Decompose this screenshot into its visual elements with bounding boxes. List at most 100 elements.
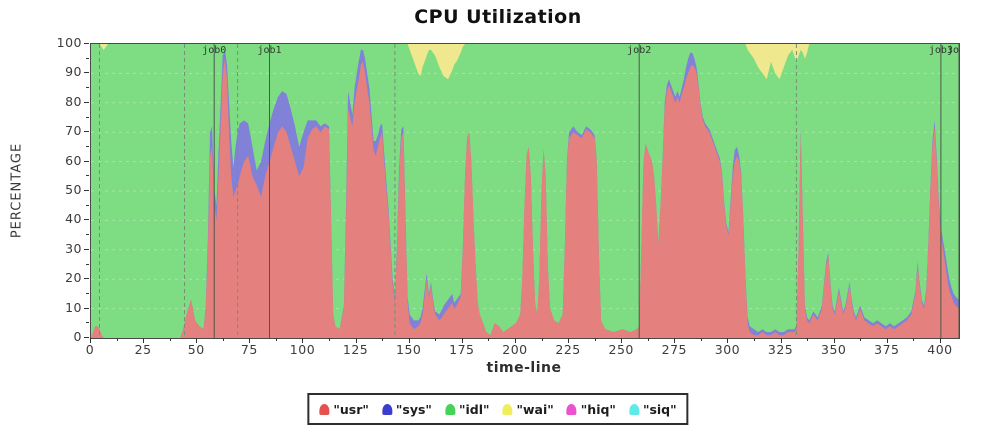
tick-mark xyxy=(143,338,145,343)
job-marker-label: job3 xyxy=(928,45,953,56)
legend-label-usr: "usr" xyxy=(333,401,369,417)
tick-mark xyxy=(84,219,89,221)
siq-series-marker-icon xyxy=(628,404,639,415)
tick-mark xyxy=(700,338,702,341)
tick-mark xyxy=(382,338,384,341)
tick-mark xyxy=(754,338,755,341)
tick-mark xyxy=(249,338,251,343)
legend-label-siq: "siq" xyxy=(642,401,677,417)
wai-area xyxy=(91,44,959,80)
tick-mark xyxy=(84,43,89,44)
tick-mark xyxy=(913,338,915,341)
tick-mark xyxy=(780,338,782,343)
legend-item-idl: "idl" xyxy=(444,401,490,417)
tick-mark xyxy=(275,338,277,341)
y-tick-label: 90 xyxy=(65,64,82,80)
legend-item-sys: "sys" xyxy=(381,401,432,417)
tick-mark xyxy=(86,87,89,89)
x-tick-label: 75 xyxy=(240,342,258,357)
tick-mark xyxy=(435,338,437,341)
tick-mark xyxy=(727,338,729,343)
tick-mark xyxy=(86,57,89,59)
tick-mark xyxy=(541,338,543,341)
tick-mark xyxy=(568,338,570,343)
tick-mark xyxy=(833,338,835,343)
idl-series-marker-icon xyxy=(444,404,455,415)
tick-mark xyxy=(116,338,118,341)
tick-mark xyxy=(84,190,89,191)
tick-mark xyxy=(84,101,89,103)
tick-mark xyxy=(86,145,89,147)
x-tick-label: 275 xyxy=(661,342,687,357)
x-tick-label: 225 xyxy=(555,342,581,357)
chart-title: CPU Utilization xyxy=(414,6,582,28)
legend-item-usr: "usr" xyxy=(319,402,369,417)
tick-mark xyxy=(86,263,89,265)
tick-mark xyxy=(860,338,862,341)
x-tick-label: 325 xyxy=(767,342,794,357)
tick-mark xyxy=(647,338,649,341)
tick-mark xyxy=(488,338,490,341)
tick-mark xyxy=(594,338,596,341)
y-tick-label: 100 xyxy=(56,35,82,50)
tick-mark xyxy=(86,116,89,118)
tick-mark xyxy=(886,338,888,343)
tick-mark xyxy=(90,338,91,343)
y-tick-label: 70 xyxy=(65,123,82,139)
tick-mark xyxy=(84,307,89,309)
tick-mark xyxy=(939,338,941,343)
tick-mark xyxy=(329,338,331,341)
legend-label-wai: "wai" xyxy=(516,401,554,417)
tick-mark xyxy=(84,72,89,74)
usr-series-marker-icon xyxy=(319,404,330,415)
tick-mark xyxy=(196,338,198,343)
tick-mark xyxy=(84,248,89,250)
tick-mark xyxy=(674,338,676,343)
tick-mark xyxy=(86,234,89,236)
legend-label-idl: "idl" xyxy=(458,401,490,417)
tick-mark xyxy=(222,338,224,341)
tick-mark xyxy=(621,338,623,343)
x-tick-label: 250 xyxy=(608,342,634,357)
tick-mark xyxy=(86,175,89,177)
x-tick-label: 400 xyxy=(927,342,953,357)
y-tick-label: 80 xyxy=(65,93,82,109)
tick-mark xyxy=(355,338,357,343)
x-tick-label: 375 xyxy=(874,342,900,357)
tick-mark xyxy=(86,322,89,324)
tick-mark xyxy=(86,204,89,206)
y-tick-label: 60 xyxy=(65,152,82,168)
x-tick-label: 350 xyxy=(821,342,847,357)
x-axis-title: time-line xyxy=(486,360,562,376)
y-tick-label: 50 xyxy=(65,182,82,197)
x-tick-label: 300 xyxy=(714,342,741,357)
y-tick-label: 30 xyxy=(65,240,82,256)
usr-area xyxy=(91,58,959,338)
x-tick-label: 175 xyxy=(449,342,475,357)
tick-mark xyxy=(807,338,809,341)
x-tick-label: 0 xyxy=(85,342,95,357)
y-tick-label: 40 xyxy=(65,211,82,227)
y-tick-label: 0 xyxy=(73,329,82,344)
legend-item-wai: "wai" xyxy=(502,401,554,417)
tick-mark xyxy=(84,131,89,133)
job-marker-label: job2 xyxy=(627,45,652,56)
legend-item-hiq: "hiq" xyxy=(566,402,616,417)
x-tick-label: 125 xyxy=(342,342,369,357)
tick-mark xyxy=(514,338,516,343)
y-tick-label: 20 xyxy=(65,270,82,286)
job-marker-label: job0 xyxy=(202,45,227,56)
plot-area: job0 job1 job2 job3job4 xyxy=(90,43,960,339)
hiq-series-marker-icon xyxy=(566,404,577,415)
x-tick-label: 100 xyxy=(289,342,316,357)
tick-mark xyxy=(84,337,89,338)
y-tick-label: 10 xyxy=(65,299,82,315)
tick-mark xyxy=(302,338,304,343)
legend-label-sys: "sys" xyxy=(395,401,432,417)
x-tick-label: 150 xyxy=(396,342,422,357)
x-tick-label: 25 xyxy=(134,342,152,357)
x-tick-label: 50 xyxy=(187,342,205,357)
x-tick-label: 200 xyxy=(502,342,528,357)
tick-mark xyxy=(86,292,89,294)
